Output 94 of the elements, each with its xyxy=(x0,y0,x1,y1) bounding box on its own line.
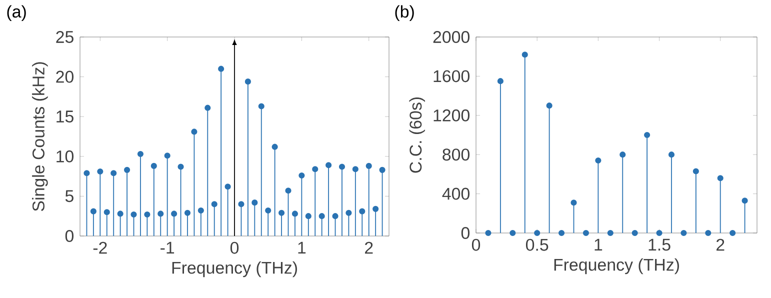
point xyxy=(497,78,504,84)
y-tick-label: 0 xyxy=(461,227,470,239)
point xyxy=(656,230,662,236)
point xyxy=(211,201,218,208)
y-tick-label: 400 xyxy=(442,188,470,200)
point xyxy=(144,211,150,218)
point xyxy=(84,170,90,176)
x-tick-label: 1 xyxy=(594,238,602,250)
y-tick-label: 10 xyxy=(56,150,74,162)
point xyxy=(312,166,318,172)
point xyxy=(305,213,312,220)
point xyxy=(244,78,251,85)
point xyxy=(326,162,332,168)
y-tick-label: 0 xyxy=(65,230,74,242)
y-tick-label: 1600 xyxy=(434,70,470,82)
point xyxy=(104,209,110,216)
point xyxy=(224,184,231,190)
point xyxy=(558,230,565,236)
point xyxy=(680,230,687,236)
x-tick-label: -2 xyxy=(93,242,107,254)
point xyxy=(178,164,184,170)
y-axis-title: Single Counts (kHz) xyxy=(32,62,48,212)
point xyxy=(359,208,366,214)
point xyxy=(137,150,144,158)
point xyxy=(692,168,699,174)
point xyxy=(510,230,516,236)
y-tick-label: 800 xyxy=(442,148,470,161)
point xyxy=(644,132,650,138)
x-tick-label: 0 xyxy=(230,242,239,254)
point xyxy=(318,213,325,220)
point xyxy=(620,152,626,158)
point xyxy=(485,230,492,236)
point xyxy=(546,102,552,109)
point xyxy=(238,201,244,208)
x-tick-label: 0 xyxy=(472,238,480,251)
point xyxy=(332,213,338,220)
point xyxy=(158,210,164,217)
point xyxy=(366,162,372,169)
point xyxy=(117,210,124,217)
point xyxy=(522,52,528,58)
x-tick-label: 2 xyxy=(716,238,724,251)
x-tick-label: 1 xyxy=(298,242,306,254)
point xyxy=(191,128,198,135)
point xyxy=(379,166,386,173)
point xyxy=(632,230,638,236)
chart-title: (a) xyxy=(7,5,26,21)
point xyxy=(272,144,278,150)
point xyxy=(198,207,204,214)
point xyxy=(668,152,675,158)
point xyxy=(110,170,117,176)
x-tick-label: 1.5 xyxy=(648,238,670,251)
y-tick-label: 20 xyxy=(56,70,74,83)
y-tick-label: 2000 xyxy=(433,31,470,43)
point xyxy=(218,66,224,72)
y-tick-label: 25 xyxy=(56,31,74,43)
point xyxy=(292,210,298,217)
point xyxy=(595,157,602,164)
x-tick-label: 2 xyxy=(365,242,373,254)
point xyxy=(607,230,614,236)
point xyxy=(265,207,272,214)
point xyxy=(150,162,157,169)
x-axis-title: Frequency (THz) xyxy=(172,261,297,278)
point xyxy=(278,210,285,216)
point xyxy=(372,206,379,212)
point xyxy=(164,152,170,159)
point xyxy=(252,200,258,206)
point xyxy=(184,210,191,216)
point xyxy=(717,175,724,182)
point xyxy=(285,188,292,194)
point xyxy=(352,166,358,172)
y-tick-label: 1200 xyxy=(434,109,470,122)
point xyxy=(90,208,96,214)
point xyxy=(730,230,736,236)
point xyxy=(705,230,712,236)
point xyxy=(124,166,130,173)
point xyxy=(346,210,352,216)
y-axis-title: C.C. (60s) xyxy=(409,97,425,173)
x-tick-label: -1 xyxy=(160,242,174,254)
point xyxy=(258,103,264,110)
x-tick-label: 0.5 xyxy=(526,238,548,251)
point xyxy=(570,200,577,206)
point xyxy=(338,164,346,170)
point xyxy=(204,104,211,111)
y-tick-label: 15 xyxy=(56,110,74,123)
point xyxy=(130,211,137,218)
point xyxy=(298,172,305,179)
point xyxy=(582,230,590,236)
point xyxy=(171,210,178,217)
y-tick-label: 5 xyxy=(65,190,74,202)
x-axis-title: Frequency (THz) xyxy=(554,258,679,274)
point xyxy=(97,168,104,175)
point xyxy=(534,230,540,236)
point xyxy=(742,198,748,204)
chart-title: (b) xyxy=(395,5,414,21)
